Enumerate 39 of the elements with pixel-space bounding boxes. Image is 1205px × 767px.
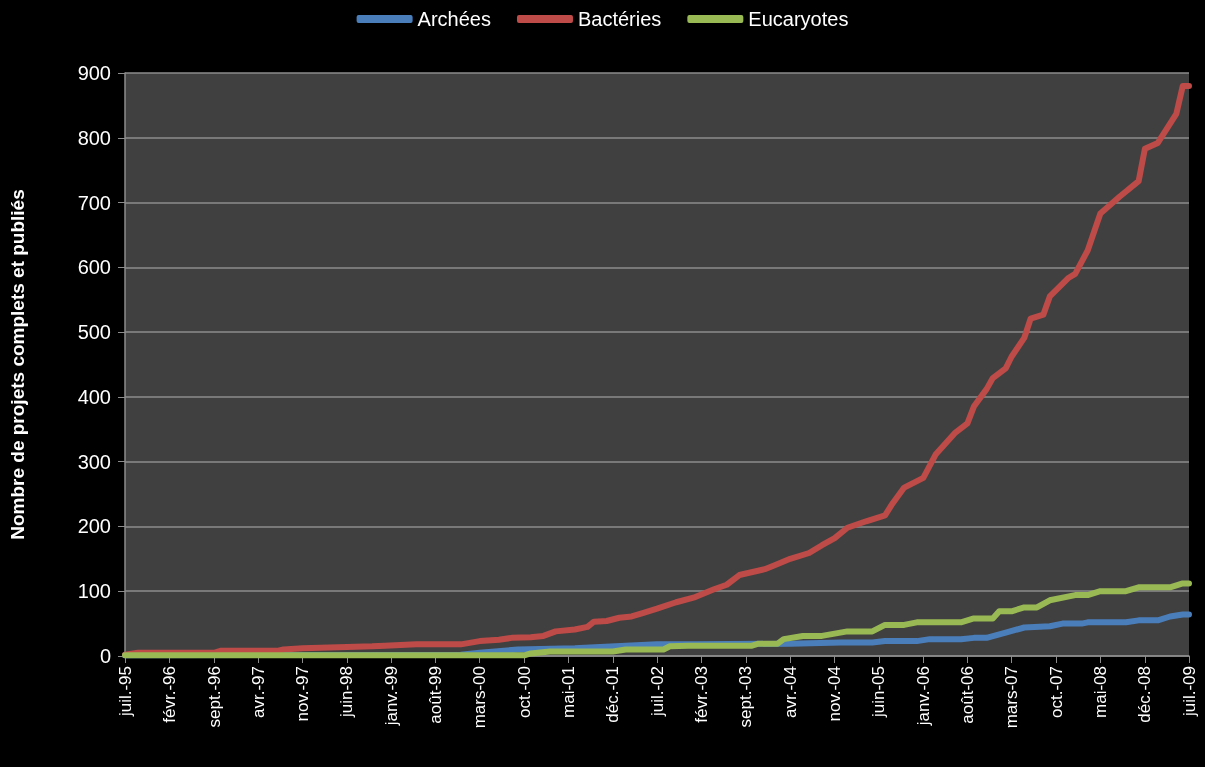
- y-tick-label: 500: [77, 321, 111, 344]
- x-tick-label: nov.-97: [293, 666, 313, 722]
- x-tick-label: sept.-03: [736, 666, 756, 728]
- y-tick-label: 300: [77, 450, 111, 473]
- x-tick-label: juil.-02: [647, 666, 667, 718]
- y-tick-label: 400: [77, 385, 111, 408]
- x-tick-label: nov.-04: [825, 666, 845, 722]
- x-tick-label: oct.-07: [1046, 666, 1066, 718]
- x-tick-label: août-06: [957, 666, 977, 724]
- y-tick-label: 200: [77, 515, 111, 538]
- x-tick-label: mars-00: [470, 666, 490, 729]
- legend-label: Bactéries: [577, 8, 662, 30]
- x-tick-label: oct.-00: [514, 666, 534, 718]
- x-tick-label: avr.-97: [248, 666, 268, 718]
- x-tick-label: juil.-09: [1179, 666, 1199, 718]
- legend-label: Eucaryotes: [748, 8, 849, 30]
- x-tick-label: févr.-96: [160, 666, 180, 723]
- y-tick-label: 600: [77, 256, 111, 279]
- x-tick-label: sept.-96: [204, 666, 224, 728]
- x-tick-label: déc.-01: [603, 666, 623, 723]
- y-tick-label: 0: [99, 645, 111, 667]
- y-tick-label: 100: [77, 580, 111, 603]
- x-tick-label: mai-01: [558, 666, 578, 718]
- y-tick-label: 700: [77, 191, 111, 214]
- y-tick-label: 900: [77, 62, 111, 84]
- x-tick-label: févr.-03: [692, 666, 712, 723]
- x-tick-label: juin-05: [869, 666, 889, 719]
- x-tick-label: juin-98: [337, 666, 357, 719]
- x-tick-label: avr.-04: [780, 666, 800, 718]
- y-axis-title: Nombre de projets complets et publiés: [7, 189, 28, 540]
- legend-label: Archées: [417, 8, 491, 30]
- x-tick-label: janv.-06: [913, 666, 933, 727]
- x-tick-label: déc.-08: [1135, 666, 1155, 723]
- x-tick-label: août-99: [425, 666, 445, 724]
- y-tick-label: 800: [77, 126, 111, 149]
- x-tick-label: mai-08: [1090, 666, 1110, 718]
- x-tick-label: mars-07: [1002, 666, 1022, 729]
- x-tick-label: juil.-95: [115, 666, 135, 718]
- x-tick-label: janv.-99: [381, 666, 401, 727]
